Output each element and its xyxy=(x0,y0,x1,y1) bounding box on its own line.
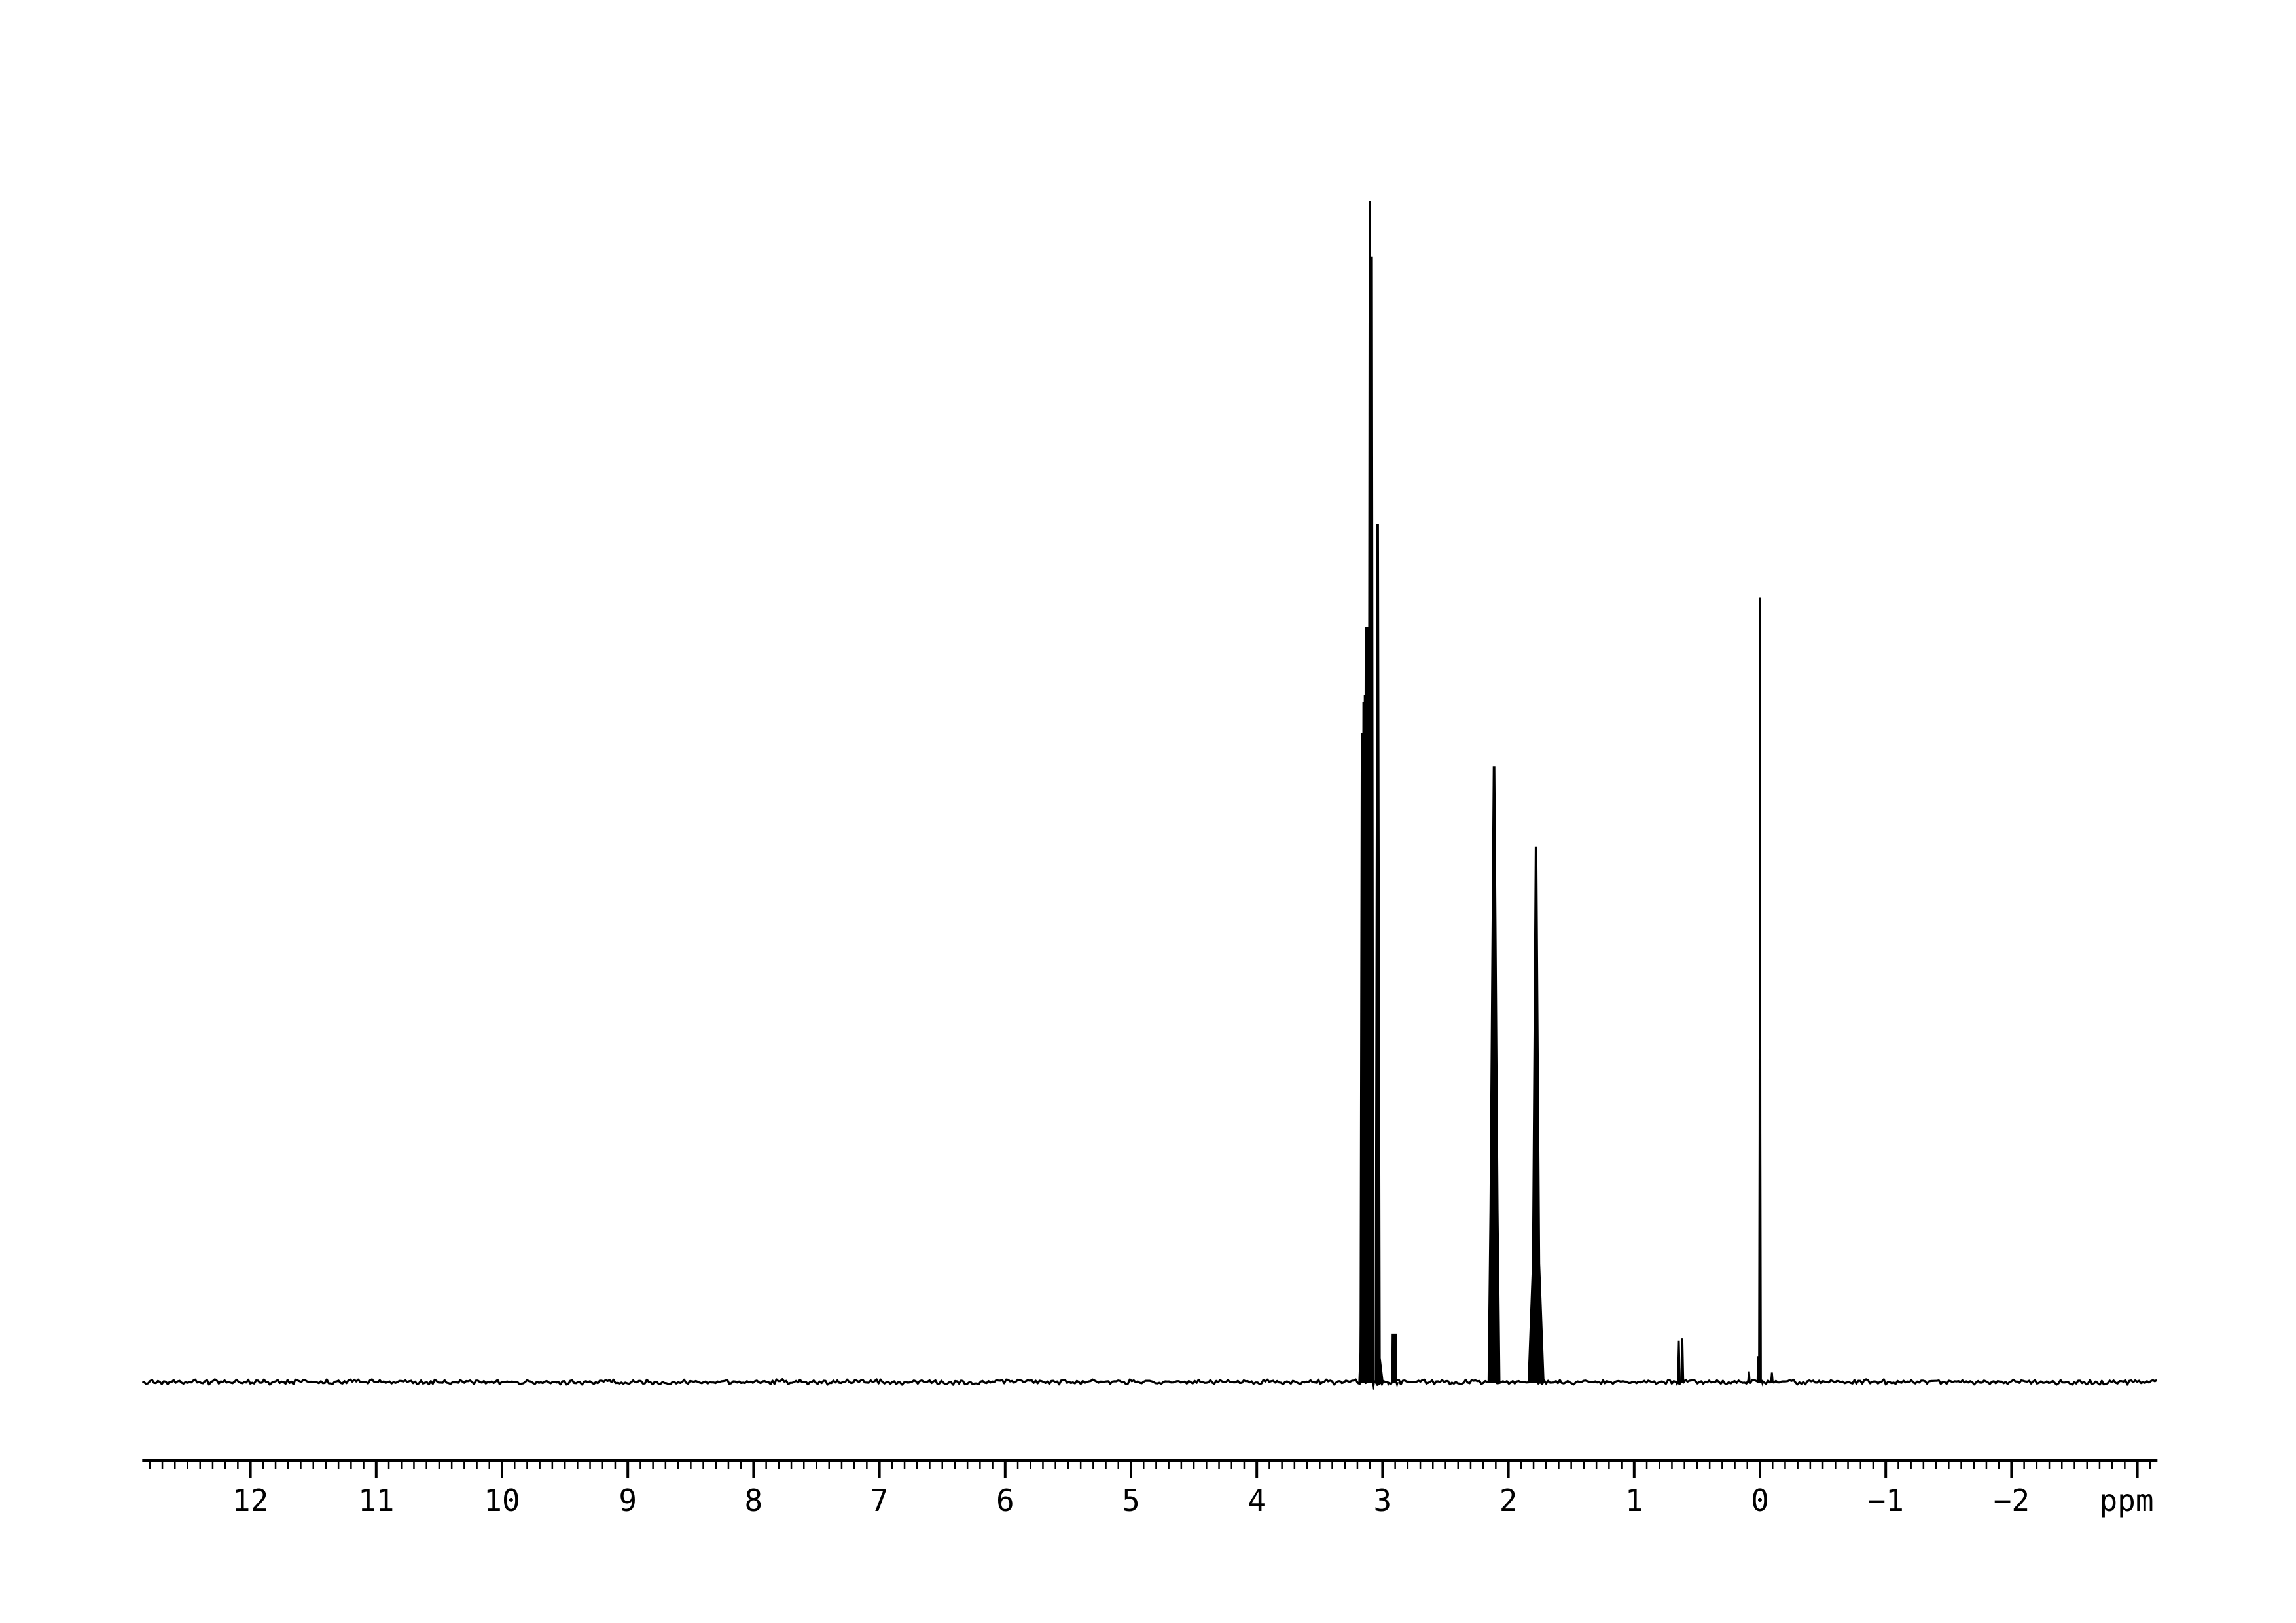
axis-tick-label: 9 xyxy=(619,1483,637,1518)
axis-tick-label: 11 xyxy=(358,1483,394,1518)
spectrum-trace xyxy=(142,1378,2158,1386)
axis-tick-label: 7 xyxy=(870,1483,889,1518)
spectrum-peaks xyxy=(1358,201,1774,1390)
ppm-axis: 12 11 10 9 8 7 6 5 4 3 2 1 0 −1 −2 xyxy=(142,1459,2158,1518)
axis-tick-label: −2 xyxy=(1994,1483,2030,1518)
axis-tick-label: 10 xyxy=(484,1483,520,1518)
axis-tick-label: 12 xyxy=(232,1483,268,1518)
axis-unit-label: ppm xyxy=(2099,1483,2153,1518)
axis-tick-label: 2 xyxy=(1499,1483,1518,1518)
axis-tick-label: 3 xyxy=(1374,1483,1392,1518)
axis-tick-label: 8 xyxy=(745,1483,763,1518)
axis-tick-label: −1 xyxy=(1868,1483,1904,1518)
axis-tick-label: 0 xyxy=(1751,1483,1769,1518)
axis-tick-label: 1 xyxy=(1625,1483,1643,1518)
axis-tick-label: 6 xyxy=(996,1483,1014,1518)
axis-tick-label: 5 xyxy=(1122,1483,1140,1518)
axis-tick-label: 4 xyxy=(1247,1483,1266,1518)
